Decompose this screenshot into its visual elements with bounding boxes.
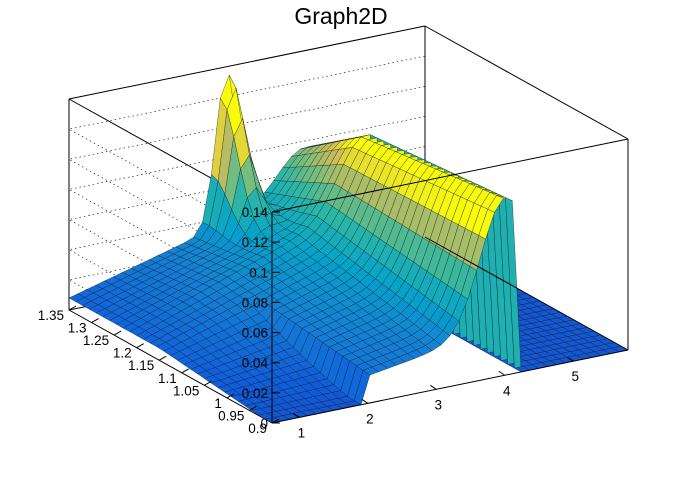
x-tick-label-2: 3	[435, 397, 443, 412]
y-tick-label-8: 1.3	[68, 321, 87, 336]
x-tick-label-3: 4	[503, 383, 511, 398]
z-tick-label-0: 0	[260, 416, 268, 431]
y-tick-label-7: 1.25	[83, 333, 109, 348]
y-tick-2	[226, 393, 235, 399]
y-tick-label-9: 1.35	[38, 308, 64, 323]
z-tick-label-1: 0.02	[242, 386, 268, 401]
frame-back-edge-6	[68, 309, 273, 424]
frame-front-edge-2	[424, 25, 629, 140]
z-tick-label-5: 0.1	[249, 265, 268, 280]
frame-front-edge-4	[424, 236, 629, 351]
x-tick-4	[566, 356, 574, 362]
y-tick-label-2: 1	[214, 396, 222, 411]
y-tick-8	[91, 318, 99, 323]
z-tick-label-2: 0.04	[242, 356, 269, 371]
axis-ticks: 00.020.040.060.080.10.120.140.90.9511.05…	[38, 205, 579, 440]
x-tick-0	[293, 412, 300, 418]
y-tick-7	[113, 330, 122, 336]
y-tick-label-6: 1.2	[113, 346, 132, 361]
y-tick-label-0: 0.9	[248, 421, 267, 436]
z-tick-label-3: 0.06	[242, 326, 268, 341]
y-tick-5	[158, 355, 167, 361]
y-tick-label-1: 0.95	[218, 408, 244, 423]
x-tick-label-0: 1	[298, 425, 306, 440]
z-grid-line-6	[68, 55, 426, 243]
frame-back-edge-4	[68, 25, 426, 100]
y-tick-3	[204, 380, 212, 386]
x-tick-1	[361, 398, 369, 404]
chart-title: Graph2D	[294, 3, 387, 29]
z-tick-label-6: 0.12	[242, 235, 268, 250]
y-tick-0	[271, 418, 280, 424]
x-tick-label-4: 5	[571, 369, 579, 384]
x-tick-label-1: 2	[366, 411, 374, 426]
y-tick-label-5: 1.15	[128, 358, 154, 373]
y-tick-1	[249, 406, 257, 411]
y-tick-4	[181, 368, 190, 374]
frame-front-edge-1	[271, 138, 629, 213]
z-tick-label-4: 0.08	[242, 295, 268, 310]
surface-mesh	[68, 74, 629, 424]
frame-front	[271, 25, 629, 424]
z-tick-label-7: 0.14	[242, 205, 269, 220]
y-tick-6	[136, 343, 144, 349]
frame-front-edge-3	[271, 349, 629, 424]
y-tick-9	[68, 305, 77, 311]
y-tick-label-3: 1.05	[173, 383, 199, 398]
x-tick-3	[498, 370, 506, 376]
y-tick-label-4: 1.1	[158, 371, 177, 386]
x-tick-2	[430, 384, 437, 390]
